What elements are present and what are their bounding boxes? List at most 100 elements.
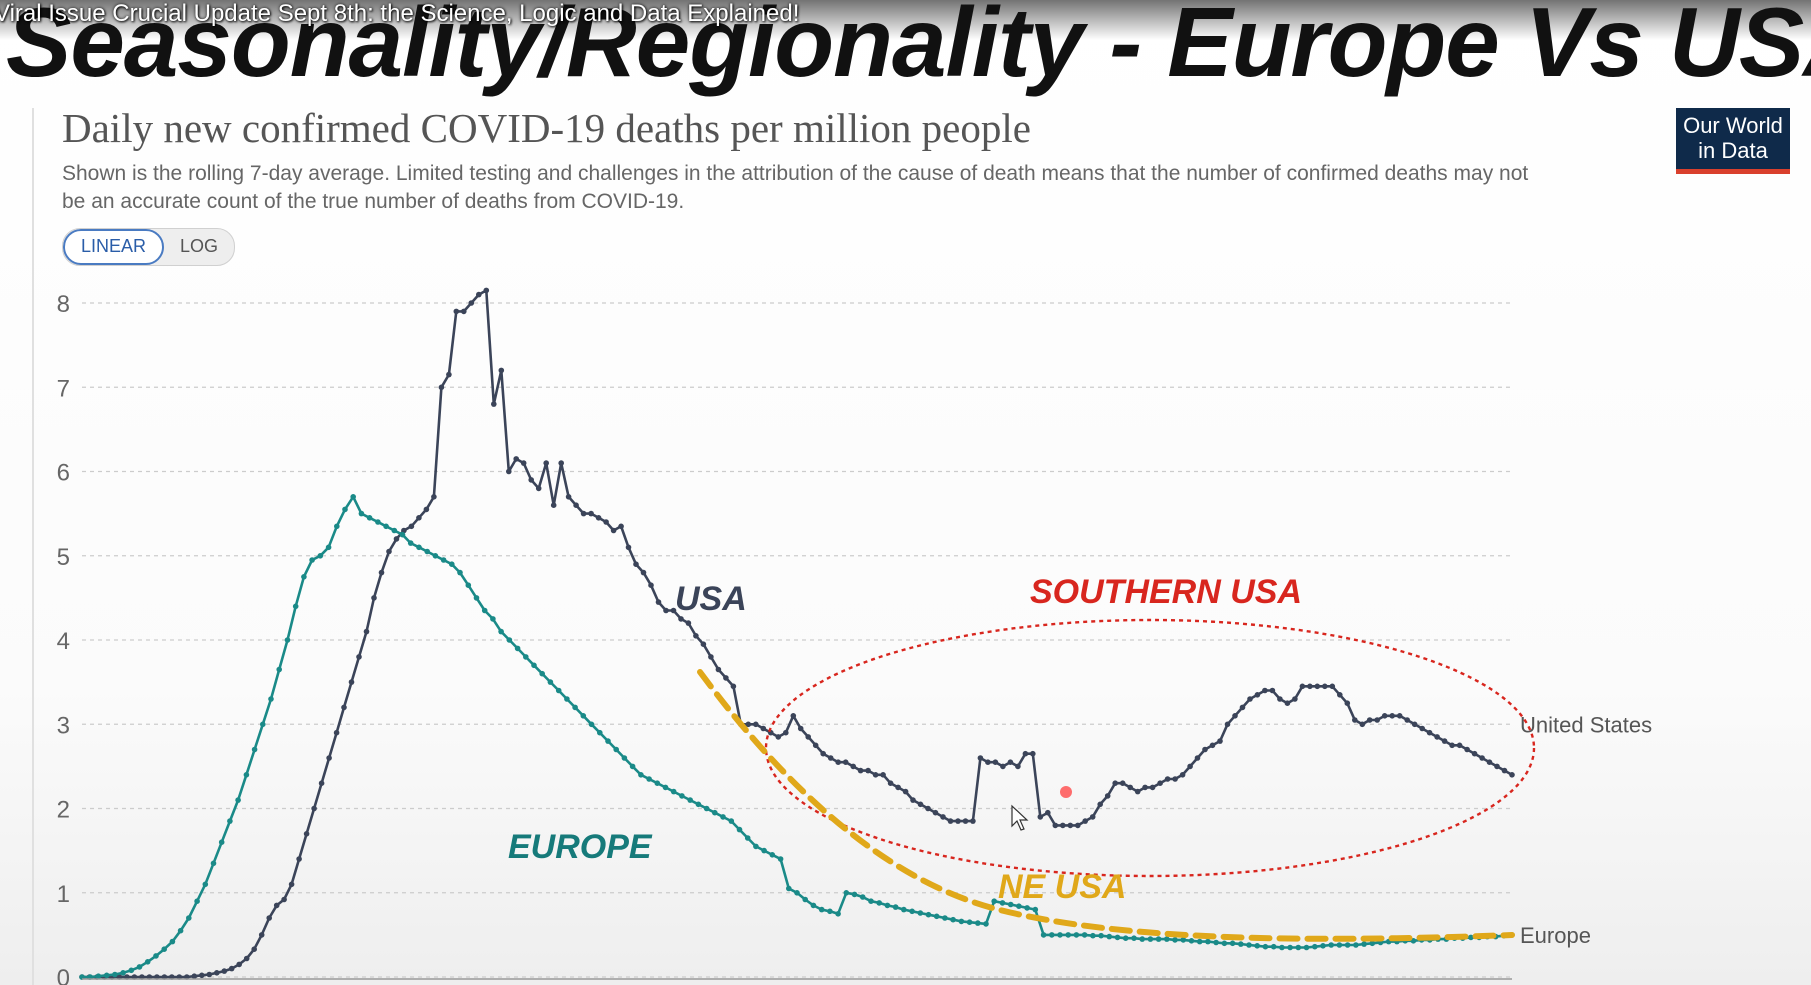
europe-data-point [999, 900, 1006, 906]
europe-data-point [1049, 932, 1055, 938]
usa-data-point [386, 548, 392, 555]
europe-series-line [82, 495, 1513, 979]
pointer-dot [1060, 786, 1072, 798]
usa-data-point [760, 725, 767, 732]
europe-data-point [465, 582, 472, 588]
usa-data-point [1434, 734, 1440, 740]
usa-data-point [985, 759, 991, 765]
europe-data-point [1320, 943, 1326, 949]
europe-data-point [703, 805, 710, 812]
usa-data-point [708, 654, 714, 660]
linear-scale-button[interactable]: LINEAR [63, 229, 165, 265]
usa-data-point [842, 759, 849, 765]
europe-data-point [1122, 935, 1129, 941]
usa-data-point [1187, 763, 1193, 770]
usa-data-point [326, 755, 332, 761]
y-tick-label: 4 [57, 628, 70, 655]
usa-data-point [1374, 717, 1380, 723]
europe-data-point [835, 911, 841, 917]
europe-data-point [1032, 906, 1039, 913]
usa-data-point [790, 713, 797, 719]
europe-data-point [761, 847, 767, 854]
europe-data-point [1295, 944, 1302, 951]
usa-data-point [408, 523, 415, 530]
europe-data-point [1221, 940, 1228, 947]
europe-data-point [720, 814, 726, 820]
usa-data-point [1479, 755, 1485, 761]
y-tick-label: 6 [57, 460, 70, 487]
europe-data-point [1131, 935, 1137, 941]
europe-data-point [1353, 942, 1359, 948]
slide-title: Seasonality/Regionality - Europe Vs USA [6, 0, 1811, 97]
usa-data-point [1456, 742, 1463, 749]
usa-data-point [783, 729, 789, 736]
europe-data-point [753, 843, 759, 850]
europe-data-point [1238, 941, 1244, 947]
europe-data-point [1188, 938, 1195, 944]
usa-data-point [723, 675, 729, 681]
europe-data-point [366, 515, 373, 521]
europe-data-point [1279, 944, 1285, 951]
europe-data-point [901, 906, 907, 913]
europe-data-point [621, 755, 628, 761]
europe-data-point [1336, 942, 1343, 948]
usa-data-point [1104, 793, 1111, 799]
europe-data-point [177, 927, 184, 934]
usa-data-point [311, 805, 317, 812]
europe-data-point [128, 967, 135, 974]
europe-data-point [490, 616, 496, 622]
europe-data-point [1155, 936, 1162, 942]
usa-data-point [1314, 683, 1321, 690]
europe-data-point [218, 839, 225, 845]
europe-data-point [1270, 943, 1277, 950]
europe-data-point [629, 763, 636, 770]
usa-data-point [1247, 696, 1253, 702]
usa-data-point [1089, 814, 1096, 820]
europe-data-point [712, 809, 718, 816]
usa-data-point [1449, 742, 1455, 749]
usa-data-point [1381, 713, 1388, 719]
ne-usa-annotation: NE USA [998, 868, 1126, 906]
usa-data-point [775, 734, 782, 740]
log-scale-button[interactable]: LOG [180, 236, 219, 256]
europe-data-point [933, 913, 940, 920]
europe-data-point [1361, 941, 1367, 947]
owid-logo[interactable]: Our World in Data [1676, 108, 1790, 174]
usa-data-point [1344, 700, 1351, 706]
europe-data-point [243, 772, 250, 778]
usa-data-point [423, 506, 430, 513]
europe-data-point [827, 908, 833, 915]
usa-data-point [288, 881, 295, 888]
usa-data-point [1419, 725, 1425, 732]
europe-data-point [514, 645, 521, 652]
europe-data-point [950, 916, 956, 923]
usa-data-point [251, 946, 257, 952]
europe-data-point [1024, 905, 1030, 911]
usa-data-point [1060, 822, 1066, 829]
video-title[interactable]: Viral Issue Crucial Update Sept 8th: the… [0, 0, 800, 27]
europe-data-point [966, 919, 973, 925]
usa-data-point [715, 666, 722, 673]
europe-data-point [1065, 932, 1071, 938]
europe-data-point [153, 953, 159, 959]
usa-data-point [1007, 759, 1014, 765]
usa-data-point [1322, 683, 1328, 690]
usa-data-point [827, 755, 834, 761]
europe-data-point [909, 908, 915, 915]
usa-data-point [371, 595, 377, 601]
y-tick-label: 8 [57, 291, 70, 318]
usa-data-point [1269, 687, 1276, 694]
europe-data-point [884, 902, 891, 909]
europe-data-point [1114, 934, 1121, 941]
usa-data-point [513, 456, 519, 462]
usa-data-point [970, 818, 976, 824]
europe-data-point [416, 544, 422, 551]
usa-data-point [640, 569, 647, 576]
usa-data-point [1232, 713, 1238, 719]
usa-data-point [1157, 780, 1163, 786]
europe-data-point [777, 856, 784, 862]
usa-data-point [678, 616, 684, 622]
usa-data-point [947, 818, 954, 824]
europe-data-point [1196, 938, 1203, 945]
y-tick-label: 5 [57, 544, 70, 571]
